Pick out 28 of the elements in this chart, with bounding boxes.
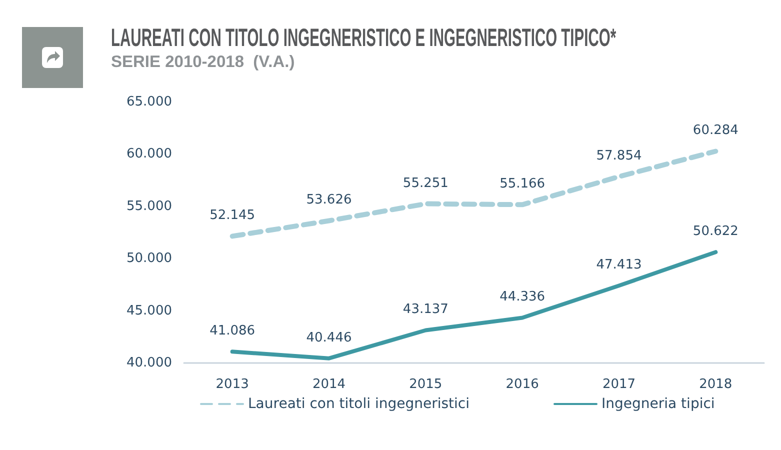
x-tick-label: 2013 (216, 377, 249, 392)
legend-label: Laureati con titoli ingegneristici (248, 396, 470, 412)
chart-subtitle: SERIE 2010-2018 (V.A.) (111, 53, 295, 71)
x-tick-label: 2018 (699, 377, 732, 392)
y-tick-label: 65.000 (126, 94, 172, 110)
data-label: 41.086 (210, 324, 256, 339)
y-tick-label: 60.000 (126, 146, 172, 162)
x-tick-label: 2017 (602, 377, 636, 392)
chart-title: LAUREATI CON TITOLO INGEGNERISTICO E INGEGNERISTICO TIPICO* (111, 24, 616, 52)
x-tick-label: 2016 (506, 377, 539, 392)
legend-label: Ingegneria tipici (602, 396, 715, 412)
data-label: 55.251 (402, 176, 448, 191)
data-label: 44.336 (500, 290, 546, 305)
data-label: 60.284 (692, 123, 738, 138)
data-label: 47.413 (596, 258, 642, 273)
y-tick-label: 50.000 (126, 251, 172, 266)
data-label: 50.622 (692, 224, 738, 240)
x-tick-label: 2014 (312, 377, 346, 392)
y-tick-label: 45.000 (126, 303, 172, 318)
data-label: 57.854 (596, 148, 642, 164)
y-tick-label: 40.000 (126, 356, 172, 370)
x-tick-label: 2015 (409, 377, 442, 392)
data-label: 55.166 (500, 176, 546, 192)
data-label: 53.626 (306, 192, 352, 208)
data-label: 40.446 (306, 330, 352, 346)
data-label: 52.145 (210, 208, 256, 224)
y-tick-label: 55.000 (126, 198, 172, 214)
data-label: 43.137 (402, 302, 448, 318)
